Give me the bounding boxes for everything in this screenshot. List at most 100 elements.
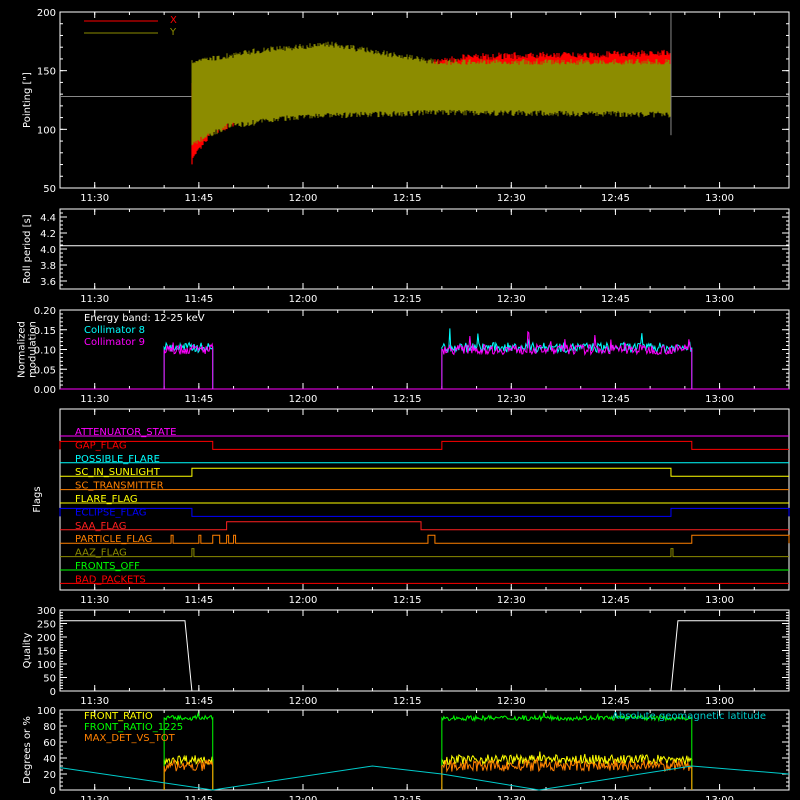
flag-label: POSSIBLE_FLARE: [75, 454, 160, 465]
x-tick-label: 13:00: [705, 595, 734, 606]
y-tick-label: 3.8: [40, 261, 56, 272]
modulation-trace: [441, 330, 693, 389]
x-tick-label: 11:30: [80, 795, 109, 800]
roll-period-y-axis-label: Roll period [s]: [22, 214, 33, 283]
x-tick-label: 12:00: [289, 294, 318, 305]
x-tick-label: 11:30: [80, 193, 109, 204]
y-tick-label: 0.15: [34, 326, 56, 337]
x-tick-label: 11:45: [184, 394, 213, 405]
y-tick-label: 20: [43, 770, 56, 781]
y-tick-label: 100: [37, 660, 56, 671]
x-tick-label: 11:45: [184, 696, 213, 707]
x-tick-label: 12:15: [393, 394, 422, 405]
x-tick-label: 12:00: [289, 696, 318, 707]
y-tick-label: 200: [37, 633, 56, 644]
x-tick-label: 13:00: [705, 795, 734, 800]
legend-label-collimator: Collimator 9: [84, 337, 145, 348]
y-tick-label: 300: [37, 606, 56, 617]
modulation-y-axis-label: modulation: [28, 321, 39, 378]
x-tick-label: 12:30: [497, 696, 526, 707]
y-tick-label: 200: [37, 8, 56, 19]
chart-root: 11:30 11:45 12:00 12:15 12:30 12:45 13:00 50 100…: [17, 8, 790, 800]
x-tick-label: 12:30: [497, 394, 526, 405]
x-tick-label: 12:45: [601, 696, 630, 707]
flags-panel: 11:30 11:45 12:00 12:15 12:30 12:45 13:00 Flags…: [32, 408, 790, 606]
flag-label: SC_IN_SUNLIGHT: [75, 467, 161, 478]
y-tick-label: 4.0: [40, 245, 56, 256]
x-tick-label: 13:00: [705, 294, 734, 305]
y-tick-label: 0.05: [34, 365, 56, 376]
x-tick-label: 12:15: [393, 795, 422, 800]
y-tick-label: 4.2: [40, 229, 56, 240]
modulation-trace: [441, 328, 693, 389]
legend-label-ratio: MAX_DET_VS_TOT: [84, 733, 176, 744]
modulation-y-axis-label: Normalized: [17, 321, 28, 378]
y-tick-label: 250: [37, 620, 56, 631]
x-tick-label: 11:45: [184, 595, 213, 606]
y-tick-label: 0.00: [34, 385, 56, 396]
x-tick-label: 13:00: [705, 696, 734, 707]
flag-label: PARTICLE_FLAG: [75, 534, 152, 545]
x-tick-label: 12:45: [601, 394, 630, 405]
ratio-trace: [163, 711, 214, 790]
roll-period-panel: 11:30 11:45 12:00 12:15 12:30 12:45 13:00 3.6 3.…: [22, 208, 790, 305]
y-tick-label: 80: [43, 722, 56, 733]
y-tick-label: 100: [37, 125, 56, 136]
latitude-line: [59, 765, 790, 791]
x-tick-label: 13:00: [705, 394, 734, 405]
flag-trace: [59, 507, 790, 517]
ratio-trace: [441, 751, 693, 790]
y-tick-label: 150: [37, 647, 56, 658]
x-tick-label: 12:15: [393, 294, 422, 305]
y-tick-label: 50: [43, 674, 56, 685]
x-tick-label: 12:00: [289, 394, 318, 405]
ratio-trace: [441, 757, 693, 790]
modulation-panel: 11:30 11:45 12:00 12:15 12:30 12:45 13:00 0.00 0…: [17, 306, 790, 405]
flags-y-axis-label: Flags: [32, 486, 43, 512]
flag-label: ATTENUATOR_STATE: [75, 427, 176, 438]
energy-band-label: Energy band: 12-25 keV: [84, 313, 205, 324]
legend-label-x: X: [170, 15, 177, 26]
x-tick-label: 13:00: [705, 193, 734, 204]
quality-frame: [59, 609, 790, 692]
quality-line: [60, 620, 789, 692]
ratios-panel: 11:30 11:45 12:00 12:15 12:30 12:45 13:00 0 20 40…: [22, 706, 790, 800]
legend-label-ratio: FRONT_RATIO_1225: [84, 722, 183, 733]
flag-trace: [60, 467, 789, 477]
y-series-band: [191, 41, 671, 146]
quality-y-axis-label: Quality: [22, 633, 33, 669]
flag-label: BAD_PACKETS: [75, 574, 146, 585]
legend-label-y: Y: [169, 27, 177, 38]
x-tick-label: 12:45: [601, 795, 630, 800]
legend-label-collimator: Collimator 8: [84, 325, 145, 336]
flag-trace: [60, 548, 789, 558]
pointing-y-axis-label: Pointing ["]: [22, 72, 33, 128]
x-tick-label: 11:45: [184, 193, 213, 204]
x-tick-label: 12:00: [289, 795, 318, 800]
flag-trace: [60, 521, 789, 531]
x-tick-label: 12:30: [497, 294, 526, 305]
flag-label: ECLIPSE_FLAG: [75, 507, 146, 518]
x-tick-label: 12:45: [601, 595, 630, 606]
y-tick-label: 0: [50, 786, 56, 797]
legend-label-latitude: Absolute geomagnetic latitude: [612, 711, 766, 722]
x-tick-label: 11:45: [184, 294, 213, 305]
x-tick-label: 12:15: [393, 696, 422, 707]
x-tick-label: 11:30: [80, 394, 109, 405]
x-tick-label: 11:30: [80, 294, 109, 305]
modulation-trace: [163, 342, 214, 389]
y-tick-label: 50: [43, 184, 56, 195]
flag-trace: [60, 534, 790, 544]
y-tick-label: 0: [50, 687, 56, 698]
x-tick-label: 11:30: [80, 696, 109, 707]
flag-label: FRONTS_OFF: [75, 561, 140, 572]
ratio-trace: [441, 712, 693, 790]
x-tick-label: 12:30: [497, 795, 526, 800]
x-tick-label: 12:15: [393, 193, 422, 204]
flags-frame: [59, 408, 790, 591]
quality-panel: 11:30 11:45 12:00 12:15 12:30 12:45 13:00 0 50 10…: [22, 606, 790, 707]
flag-label: SC_TRANSMITTER: [75, 481, 164, 492]
x-tick-label: 12:45: [601, 294, 630, 305]
x-tick-label: 11:45: [184, 795, 213, 800]
